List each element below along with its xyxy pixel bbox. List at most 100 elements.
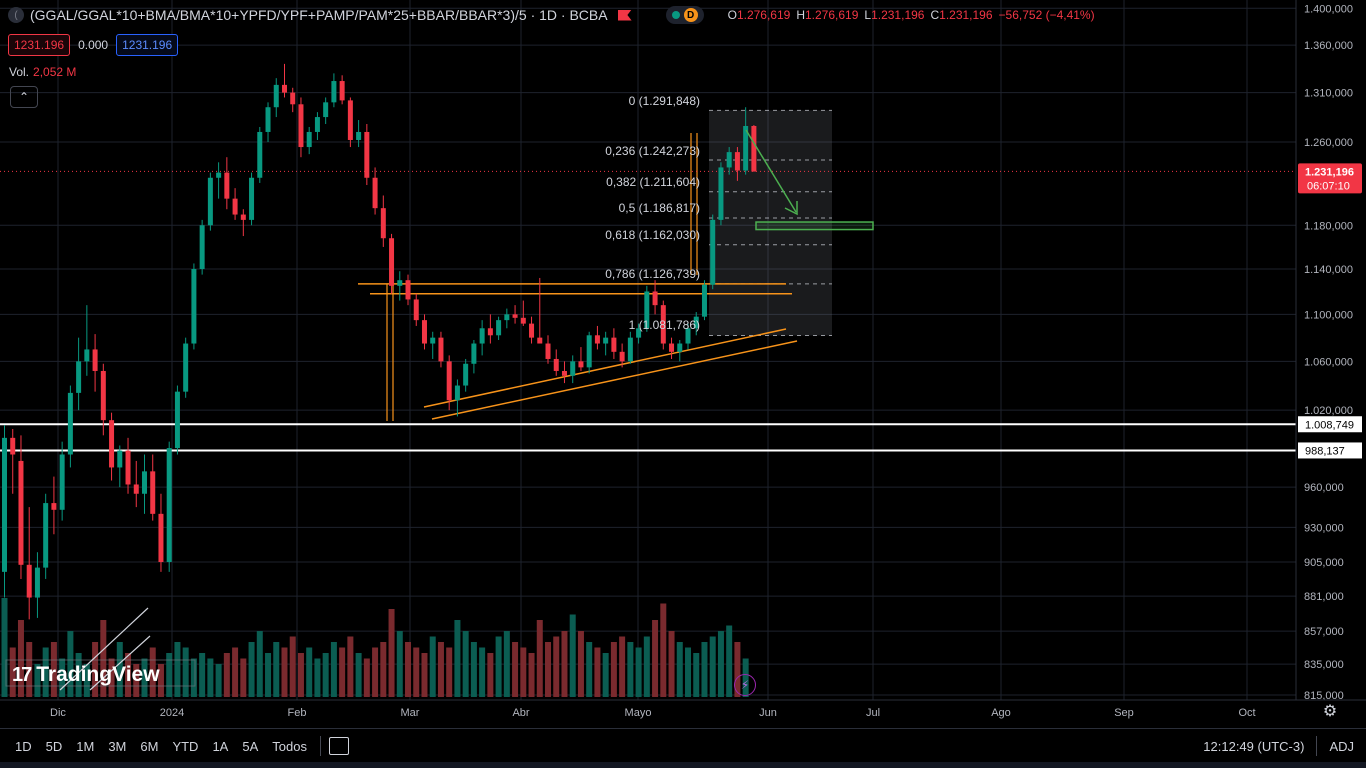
y-tick-label: 881,000 bbox=[1304, 591, 1344, 603]
bottom-strip bbox=[0, 762, 1366, 768]
range-ytd-button[interactable]: YTD bbox=[172, 738, 199, 754]
tradingview-watermark: 17 TradingView bbox=[12, 663, 160, 687]
x-tick-label: Abr bbox=[512, 707, 529, 719]
fib-label-0382: 0,382 (1.211,604) bbox=[606, 175, 700, 189]
candle-body bbox=[594, 335, 600, 344]
candle-body bbox=[76, 361, 82, 393]
close-value: 1.231,196 bbox=[939, 8, 993, 22]
candle-body bbox=[2, 437, 7, 572]
volume-bar bbox=[149, 647, 156, 697]
range-3m-button[interactable]: 3M bbox=[108, 738, 127, 754]
range-5a-button[interactable]: 5A bbox=[242, 738, 259, 754]
symbol-title[interactable]: (GGAL/GGAL*10+BMA/BMA*10+YPFD/YPF+PAMP/P… bbox=[30, 7, 608, 23]
line-price-label-bg bbox=[1298, 442, 1362, 459]
symbol-avatar-icon[interactable]: ( bbox=[8, 7, 24, 23]
volume-bar bbox=[190, 658, 197, 697]
candle-body bbox=[446, 361, 452, 401]
x-tick-label: Jun bbox=[759, 707, 777, 719]
toolbar-divider-right bbox=[1316, 736, 1318, 756]
range-1m-button[interactable]: 1M bbox=[76, 738, 95, 754]
candle-body bbox=[67, 392, 73, 455]
volume-bar bbox=[520, 647, 527, 697]
volume-bar bbox=[182, 647, 189, 697]
fib-label-0618: 0,618 (1.162,030) bbox=[605, 228, 700, 242]
volume-bar bbox=[429, 636, 436, 697]
volume-bar bbox=[602, 653, 609, 697]
range-6m-button[interactable]: 6M bbox=[140, 738, 159, 754]
y-tick-label: 857,000 bbox=[1304, 626, 1344, 638]
candle-body bbox=[356, 131, 362, 140]
candle-body bbox=[306, 131, 312, 148]
candle-body bbox=[677, 343, 683, 352]
last-price-label-bg bbox=[1298, 163, 1362, 194]
candle-body bbox=[59, 454, 65, 510]
lightning-icon[interactable]: ⚡ bbox=[734, 674, 756, 696]
candle-body bbox=[520, 317, 526, 324]
candle-body bbox=[718, 167, 724, 220]
candle-body bbox=[133, 484, 139, 494]
y-tick-label: 1.260,000 bbox=[1304, 137, 1353, 149]
candle-body bbox=[627, 337, 633, 362]
candle-body bbox=[710, 219, 716, 285]
volume-bar bbox=[240, 658, 247, 697]
bolt-glyph: ⚡ bbox=[740, 678, 750, 692]
volume-bar bbox=[314, 658, 321, 697]
candle-body bbox=[240, 214, 246, 220]
volume-bar bbox=[50, 642, 57, 697]
volume-bar bbox=[306, 647, 313, 697]
clock-timezone[interactable]: 12:12:49 (UTC-3) bbox=[1203, 738, 1305, 754]
delayed-data-badge: D bbox=[683, 8, 698, 22]
collapse-indicators-button[interactable]: ⌃ bbox=[10, 86, 38, 108]
projection-arrow bbox=[745, 129, 797, 213]
volume-bar bbox=[215, 664, 222, 697]
y-tick-label: 835,000 bbox=[1304, 659, 1344, 671]
volume-bar bbox=[594, 647, 601, 697]
volume-bar bbox=[569, 614, 576, 697]
low-label: L bbox=[864, 8, 872, 22]
range-1a-button[interactable]: 1A bbox=[212, 738, 229, 754]
calendar-icon[interactable] bbox=[328, 737, 349, 755]
buy-price-box[interactable]: 1231.196 bbox=[116, 34, 179, 56]
candle-body bbox=[109, 420, 115, 468]
range-5d-button[interactable]: 5D bbox=[45, 738, 63, 754]
candle-body bbox=[701, 284, 707, 317]
volume-bar bbox=[405, 642, 412, 697]
candle-body bbox=[413, 299, 419, 321]
range-todos-button[interactable]: Todos bbox=[272, 738, 307, 754]
candle-body bbox=[421, 320, 427, 344]
sell-price-box[interactable]: 1231.196 bbox=[8, 34, 71, 56]
volume-bar bbox=[635, 647, 642, 697]
price-boxes: 1231.196 0.000 1231.196 bbox=[8, 34, 179, 56]
flag-icon[interactable] bbox=[617, 9, 632, 21]
volume-bar bbox=[553, 636, 560, 697]
volume-bar bbox=[726, 625, 733, 697]
market-status-pill[interactable]: D bbox=[665, 6, 704, 24]
range-1d-button[interactable]: 1D bbox=[15, 738, 32, 754]
x-tick-label: Dic bbox=[50, 707, 66, 719]
candle-body bbox=[34, 567, 40, 598]
volume-bar bbox=[660, 603, 667, 697]
volume-bar bbox=[100, 620, 107, 697]
gear-icon[interactable]: ⚙ bbox=[1321, 702, 1339, 720]
candle-body bbox=[496, 320, 502, 336]
y-tick-label: 960,000 bbox=[1304, 482, 1344, 494]
fib-label-0786: 0,786 (1.126,739) bbox=[605, 267, 700, 281]
volume-bar bbox=[199, 653, 206, 697]
y-tick-label: 1.100,000 bbox=[1304, 309, 1353, 321]
adj-button[interactable]: ADJ bbox=[1329, 738, 1354, 754]
candle-body bbox=[100, 370, 106, 421]
volume-bar bbox=[355, 653, 362, 697]
candle-body bbox=[232, 198, 238, 215]
candle-body bbox=[454, 385, 460, 401]
volume-bar bbox=[668, 631, 675, 697]
volume-bar bbox=[503, 631, 510, 697]
candle-body bbox=[611, 337, 617, 352]
volume-bar bbox=[652, 620, 659, 697]
volume-bar bbox=[388, 609, 395, 697]
volume-bar bbox=[17, 620, 24, 697]
volume-bar bbox=[133, 664, 140, 697]
high-label: H bbox=[796, 8, 805, 22]
volume-bar bbox=[59, 658, 66, 697]
candle-body bbox=[125, 450, 131, 485]
